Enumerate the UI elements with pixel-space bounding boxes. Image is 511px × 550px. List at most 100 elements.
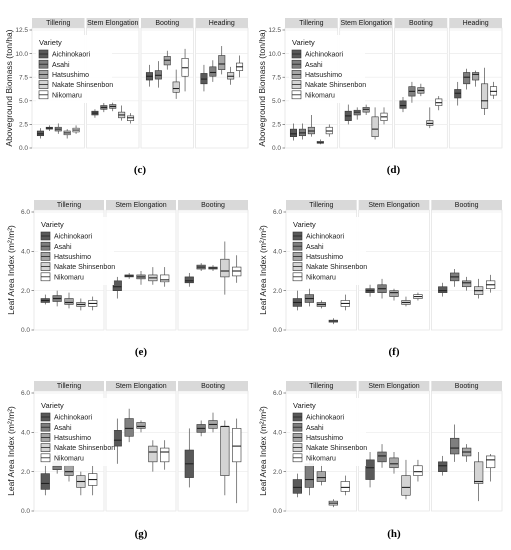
box-iqr — [184, 276, 194, 284]
box-nakate-shinsenbon — [148, 440, 158, 472]
facet-strip — [449, 18, 502, 28]
facet-label: Tillering — [46, 20, 70, 27]
box-asahi — [304, 288, 314, 307]
legend-entry: Asahi — [306, 425, 324, 432]
legend-entry: Hatsushimo — [305, 72, 342, 79]
box-asahi — [154, 61, 162, 88]
facet-panel — [140, 27, 194, 149]
facet-panel — [105, 209, 177, 331]
box-asahi — [463, 68, 471, 90]
box-iqr — [450, 437, 460, 455]
box-iqr — [136, 422, 146, 429]
box-iqr — [462, 280, 472, 288]
legend: Variety Aichinokaori Asahi Hatsushimo Nakate… — [36, 35, 113, 103]
facet-strip — [431, 200, 502, 210]
box-asahi — [196, 263, 206, 271]
facet-strip — [285, 18, 338, 28]
box-asahi — [377, 444, 387, 468]
box-nikomaru — [486, 453, 496, 482]
box-iqr — [209, 66, 217, 77]
facet-label: Booting — [201, 383, 225, 390]
box-iqr — [289, 128, 298, 137]
legend-entry: Nikomaru — [54, 455, 84, 462]
box-aichinokaori — [365, 284, 375, 297]
legend-title: Variety — [41, 220, 64, 229]
legend-entry: Nikomaru — [54, 274, 84, 281]
legend-background — [38, 398, 114, 466]
box-nikomaru — [340, 475, 350, 496]
box-asahi — [124, 272, 134, 279]
box-iqr — [112, 430, 122, 447]
y-tick-label: 6.0 — [273, 390, 282, 397]
box-iqr — [40, 473, 50, 490]
box-hatsushimo — [208, 265, 218, 271]
box-iqr — [399, 100, 407, 109]
box-iqr — [389, 457, 399, 469]
box-iqr — [377, 451, 387, 463]
legend-entry: Nikomaru — [52, 92, 82, 99]
box-aichinokaori — [289, 123, 298, 141]
facet-label: Heading — [209, 20, 235, 27]
box-hatsushimo — [64, 292, 74, 309]
box-iqr — [472, 72, 480, 81]
facet-label: Booting — [455, 383, 479, 390]
box-aichinokaori — [184, 428, 194, 488]
box-aichinokaori — [454, 81, 462, 106]
box-nikomaru — [72, 125, 80, 134]
facet-strip — [86, 18, 139, 28]
box-hatsushimo — [362, 104, 370, 115]
box-nakate-shinsenbon — [371, 107, 379, 140]
facet-strip — [34, 200, 104, 210]
y-tick-label: 7.5 — [19, 74, 28, 81]
legend-entry: Aichinokaori — [54, 415, 93, 422]
box-nakate-shinsenbon — [220, 241, 230, 295]
box-asahi — [450, 269, 460, 287]
box-aichinokaori — [365, 452, 375, 488]
box-nakate-shinsenbon — [63, 129, 71, 139]
box-hatsushimo — [136, 420, 146, 433]
box-iqr — [371, 116, 379, 137]
facet-strip — [358, 381, 430, 391]
box-iqr — [389, 290, 399, 297]
box-nakate-shinsenbon — [76, 471, 86, 496]
legend: Variety Aichinokaori Asahi Hatsushimo Nakate… — [38, 217, 115, 285]
facet-strip — [286, 200, 357, 210]
legend: Variety Aichinokaori Asahi Hatsushimo Nakate… — [290, 398, 367, 466]
box-nikomaru — [232, 255, 242, 283]
box-nikomaru — [325, 124, 333, 137]
box-hatsushimo — [163, 50, 171, 70]
box-nakate-shinsenbon — [118, 105, 126, 121]
panel-caption: (c) — [134, 164, 147, 176]
facet-label: Stem Elongation — [368, 383, 419, 390]
facet-strip — [195, 18, 248, 28]
box-iqr — [220, 258, 230, 278]
box-iqr — [438, 286, 448, 293]
legend-entry: Nikomaru — [306, 274, 336, 281]
y-tick-label: 10.0 — [268, 51, 281, 58]
box-hatsushimo — [389, 288, 399, 301]
box-nakate-shinsenbon — [220, 420, 230, 496]
facet-label: Booting — [409, 20, 433, 27]
box-asahi — [124, 408, 134, 443]
box-asahi — [52, 290, 62, 307]
y-axis-label: Leaf Area Index (m²/m²) — [6, 406, 16, 496]
facet-strip — [358, 200, 430, 210]
box-aichinokaori — [112, 418, 122, 464]
box-asahi — [408, 81, 416, 103]
facet-label: Heading — [463, 20, 489, 27]
facet-strip — [394, 18, 448, 28]
facet-label: Tillering — [57, 383, 81, 390]
panel-caption: (h) — [387, 528, 401, 540]
y-tick-label: 6.0 — [21, 390, 30, 397]
box-asahi — [45, 125, 53, 132]
y-tick-label: 2.5 — [19, 122, 28, 129]
facet-label: Tillering — [309, 383, 333, 390]
y-tick-label: 0.0 — [19, 145, 28, 152]
panel-caption: (d) — [387, 164, 401, 176]
legend-entry: Hatsushimo — [54, 435, 91, 442]
box-asahi — [196, 420, 206, 437]
box-hatsushimo — [136, 271, 146, 285]
legend: Variety Aichinokaori Asahi Hatsushimo Nakate… — [290, 217, 367, 285]
facet-panel — [358, 390, 430, 512]
box-iqr — [340, 481, 350, 492]
